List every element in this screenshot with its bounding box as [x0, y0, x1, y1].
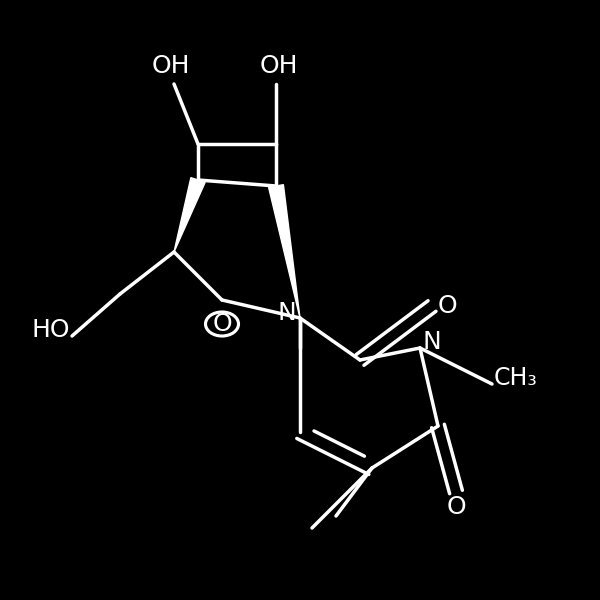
Text: HO: HO — [32, 318, 70, 342]
Text: OH: OH — [260, 54, 298, 78]
Polygon shape — [174, 178, 205, 252]
Polygon shape — [269, 185, 300, 318]
Text: OH: OH — [152, 54, 190, 78]
Text: N: N — [277, 301, 296, 325]
Text: N: N — [422, 330, 442, 354]
Text: CH₃: CH₃ — [494, 366, 538, 390]
Text: O: O — [212, 312, 232, 336]
Text: O: O — [437, 294, 457, 318]
Text: O: O — [446, 495, 466, 519]
